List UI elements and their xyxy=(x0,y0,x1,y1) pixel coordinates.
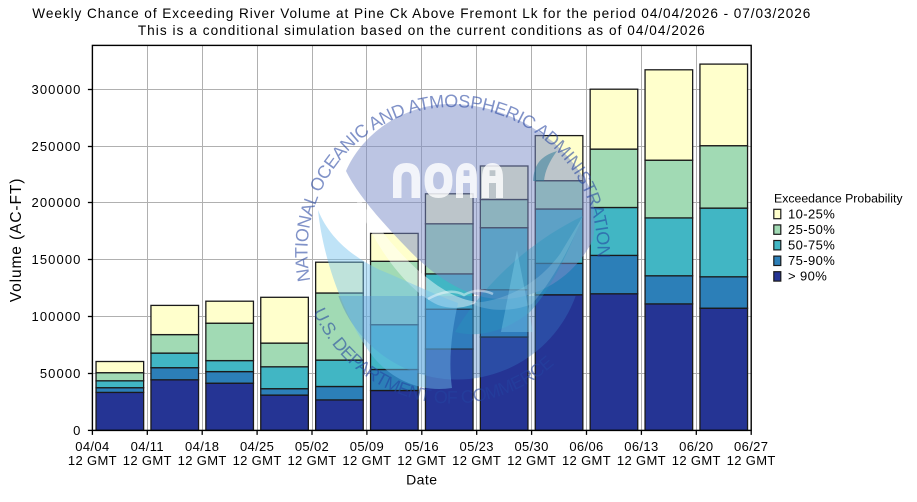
svg-text:12 GMT: 12 GMT xyxy=(507,453,556,468)
svg-text:04/25: 04/25 xyxy=(240,439,274,454)
svg-text:06/13: 06/13 xyxy=(624,439,658,454)
svg-text:12 GMT: 12 GMT xyxy=(562,453,611,468)
svg-text:06/06: 06/06 xyxy=(569,439,603,454)
svg-text:12 GMT: 12 GMT xyxy=(287,453,336,468)
svg-text:250000: 250000 xyxy=(32,139,82,154)
svg-text:05/23: 05/23 xyxy=(460,439,494,454)
svg-text:10-25%: 10-25% xyxy=(788,206,835,221)
svg-text:12 GMT: 12 GMT xyxy=(233,453,282,468)
svg-text:Exceedance Probability: Exceedance Probability xyxy=(774,192,903,206)
svg-text:This is a conditional simulati: This is a conditional simulation based o… xyxy=(138,23,706,38)
svg-text:05/30: 05/30 xyxy=(514,439,548,454)
svg-text:06/27: 06/27 xyxy=(734,439,768,454)
svg-text:05/02: 05/02 xyxy=(295,439,329,454)
svg-text:04/11: 04/11 xyxy=(131,439,164,454)
svg-text:50-75%: 50-75% xyxy=(788,238,835,253)
svg-text:> 90%: > 90% xyxy=(788,269,827,284)
svg-text:Volume (AC-FT): Volume (AC-FT) xyxy=(8,178,25,303)
svg-text:12 GMT: 12 GMT xyxy=(452,453,501,468)
svg-text:150000: 150000 xyxy=(32,252,82,267)
svg-text:12 GMT: 12 GMT xyxy=(123,453,172,468)
svg-text:50000: 50000 xyxy=(40,366,82,381)
svg-text:Weekly Chance of Exceeding Riv: Weekly Chance of Exceeding River Volume … xyxy=(32,6,811,21)
svg-text:05/09: 05/09 xyxy=(350,439,384,454)
svg-text:Date: Date xyxy=(406,472,437,488)
svg-text:12 GMT: 12 GMT xyxy=(672,453,721,468)
svg-text:12 GMT: 12 GMT xyxy=(178,453,227,468)
svg-text:04/18: 04/18 xyxy=(185,439,219,454)
svg-text:0: 0 xyxy=(73,423,81,438)
svg-text:200000: 200000 xyxy=(32,195,82,210)
svg-text:300000: 300000 xyxy=(32,82,82,97)
svg-text:04/04: 04/04 xyxy=(75,439,109,454)
svg-text:100000: 100000 xyxy=(32,309,82,324)
svg-text:12 GMT: 12 GMT xyxy=(68,453,117,468)
svg-text:12 GMT: 12 GMT xyxy=(397,453,446,468)
svg-text:06/20: 06/20 xyxy=(679,439,713,454)
svg-text:25-50%: 25-50% xyxy=(788,222,835,237)
svg-text:05/16: 05/16 xyxy=(405,439,439,454)
svg-text:12 GMT: 12 GMT xyxy=(727,453,776,468)
svg-text:12 GMT: 12 GMT xyxy=(342,453,391,468)
svg-text:12 GMT: 12 GMT xyxy=(617,453,666,468)
svg-text:75-90%: 75-90% xyxy=(788,253,835,268)
